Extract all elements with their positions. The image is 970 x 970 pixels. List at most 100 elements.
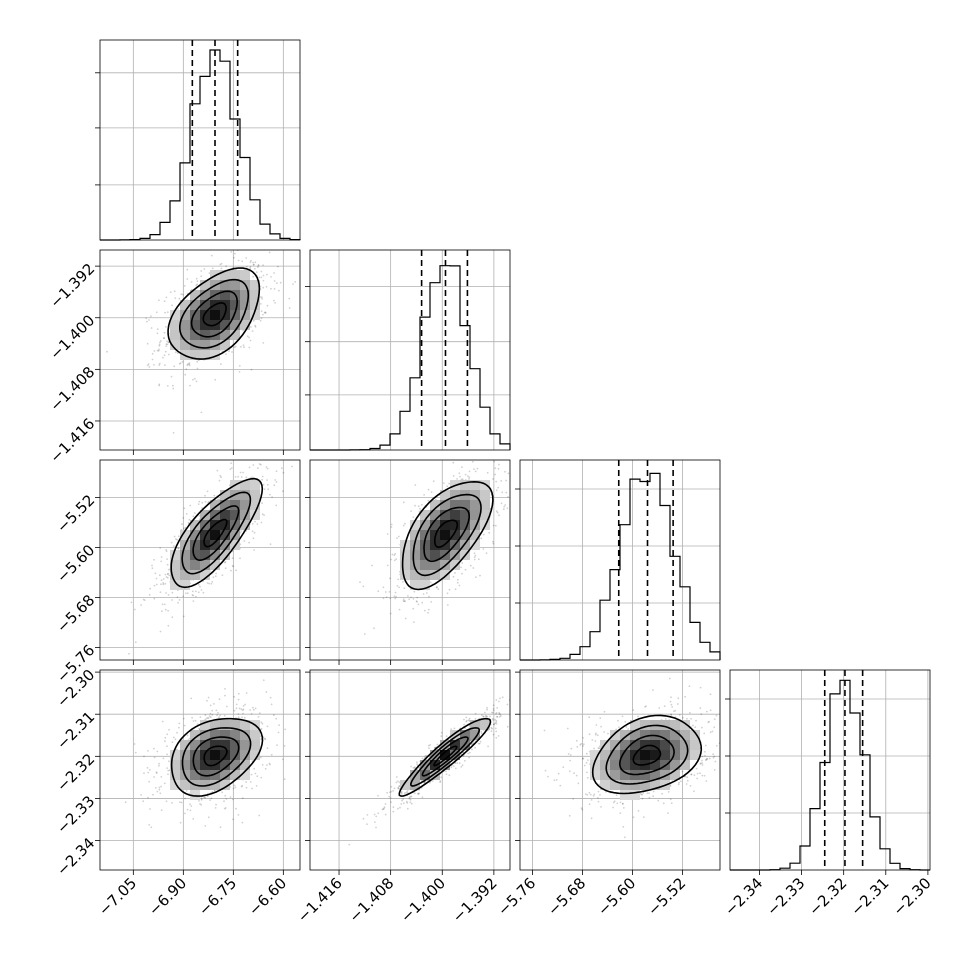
scatter-point	[243, 716, 246, 719]
scatter-point	[163, 782, 166, 785]
scatter-point	[160, 809, 163, 811]
scatter-point	[475, 576, 477, 579]
scatter-point	[266, 273, 268, 276]
scatter-point	[153, 584, 156, 587]
scatter-point	[469, 740, 472, 742]
scatter-point	[275, 504, 278, 507]
scatter-point	[199, 585, 201, 588]
density-cell	[200, 290, 210, 300]
scatter-point	[130, 601, 133, 604]
scatter-point	[494, 473, 497, 476]
scatter-point	[523, 687, 525, 689]
scatter-point	[270, 703, 273, 706]
density-cell	[220, 520, 230, 530]
scatter-point	[486, 715, 488, 718]
scatter-point	[183, 285, 186, 287]
scatter-point	[260, 317, 263, 320]
scatter-point	[259, 463, 262, 466]
scatter-point	[221, 791, 224, 794]
scatter-point	[186, 268, 189, 271]
scatter-point	[193, 512, 196, 514]
density-cell	[480, 510, 490, 520]
scatter-point	[249, 261, 252, 264]
x-tick-label: −1.416	[294, 874, 346, 926]
scatter-point	[494, 524, 497, 527]
scatter-point	[273, 299, 275, 302]
scatter-point	[155, 583, 158, 586]
density-cell	[220, 340, 230, 350]
scatter-point	[402, 501, 405, 504]
scatter-point	[427, 608, 430, 611]
scatter-point	[397, 787, 400, 789]
scatter-point	[213, 494, 216, 497]
scatter-point	[440, 731, 443, 734]
density-cell	[400, 780, 410, 790]
scatter-point	[146, 342, 149, 345]
scatter-point	[384, 591, 387, 593]
scatter-point	[597, 796, 599, 799]
scatter-point	[492, 707, 495, 710]
scatter-point	[461, 478, 464, 481]
scatter-point	[485, 552, 488, 555]
contour-line	[202, 302, 227, 327]
scatter-point	[398, 586, 400, 589]
scatter-point	[377, 794, 379, 797]
scatter-point	[153, 364, 155, 366]
scatter-point	[258, 814, 261, 817]
scatter-point	[253, 767, 256, 770]
scatter-point	[418, 766, 420, 769]
scatter-point	[394, 591, 397, 594]
scatter-point	[178, 297, 181, 300]
scatter-point	[214, 378, 217, 381]
scatter-point	[192, 515, 195, 518]
scatter-point	[235, 707, 238, 710]
scatter-point	[164, 364, 166, 366]
scatter-point	[189, 809, 192, 812]
scatter-point	[182, 615, 185, 618]
scatter-point	[278, 289, 280, 292]
scatter-point	[158, 786, 161, 789]
scatter-point	[458, 472, 461, 475]
scatter-point	[377, 812, 380, 815]
scatter-point	[541, 408, 543, 410]
scatter-point	[428, 595, 430, 598]
scatter-point	[429, 744, 431, 746]
scatter-point	[260, 721, 263, 724]
scatter-point	[221, 574, 224, 577]
scatter-point	[501, 696, 504, 699]
density-cell	[170, 550, 180, 560]
scatter-point	[400, 791, 403, 794]
density-cell	[250, 300, 260, 310]
density-cell	[440, 750, 450, 760]
scatter-point	[207, 696, 210, 699]
density-cell	[410, 550, 420, 560]
scatter-point	[168, 760, 170, 763]
scatter-point	[474, 712, 477, 715]
scatter-point	[147, 796, 149, 799]
scatter-point	[439, 780, 442, 782]
scatter-point	[276, 282, 278, 284]
scatter-point	[204, 494, 206, 497]
density-cell	[450, 730, 460, 740]
scatter-point	[237, 814, 240, 816]
contour-line	[398, 717, 492, 797]
scatter-point	[220, 262, 223, 265]
scatter-point	[277, 731, 280, 734]
scatter-point	[394, 552, 397, 555]
scatter-point	[390, 801, 392, 803]
density-cell	[220, 780, 230, 790]
scatter-point	[158, 383, 161, 386]
scatter-point	[164, 326, 167, 328]
scatter-point	[456, 762, 459, 765]
density-cell	[220, 530, 230, 540]
scatter-point	[413, 621, 415, 623]
scatter-point	[197, 583, 200, 586]
scatter-point	[162, 757, 165, 760]
scatter-point	[266, 764, 268, 766]
density-cell	[250, 280, 260, 290]
scatter-point	[164, 582, 167, 585]
scatter-point	[198, 800, 200, 802]
scatter-point	[146, 364, 149, 367]
scatter-point	[187, 521, 190, 524]
scatter-point	[446, 592, 449, 595]
